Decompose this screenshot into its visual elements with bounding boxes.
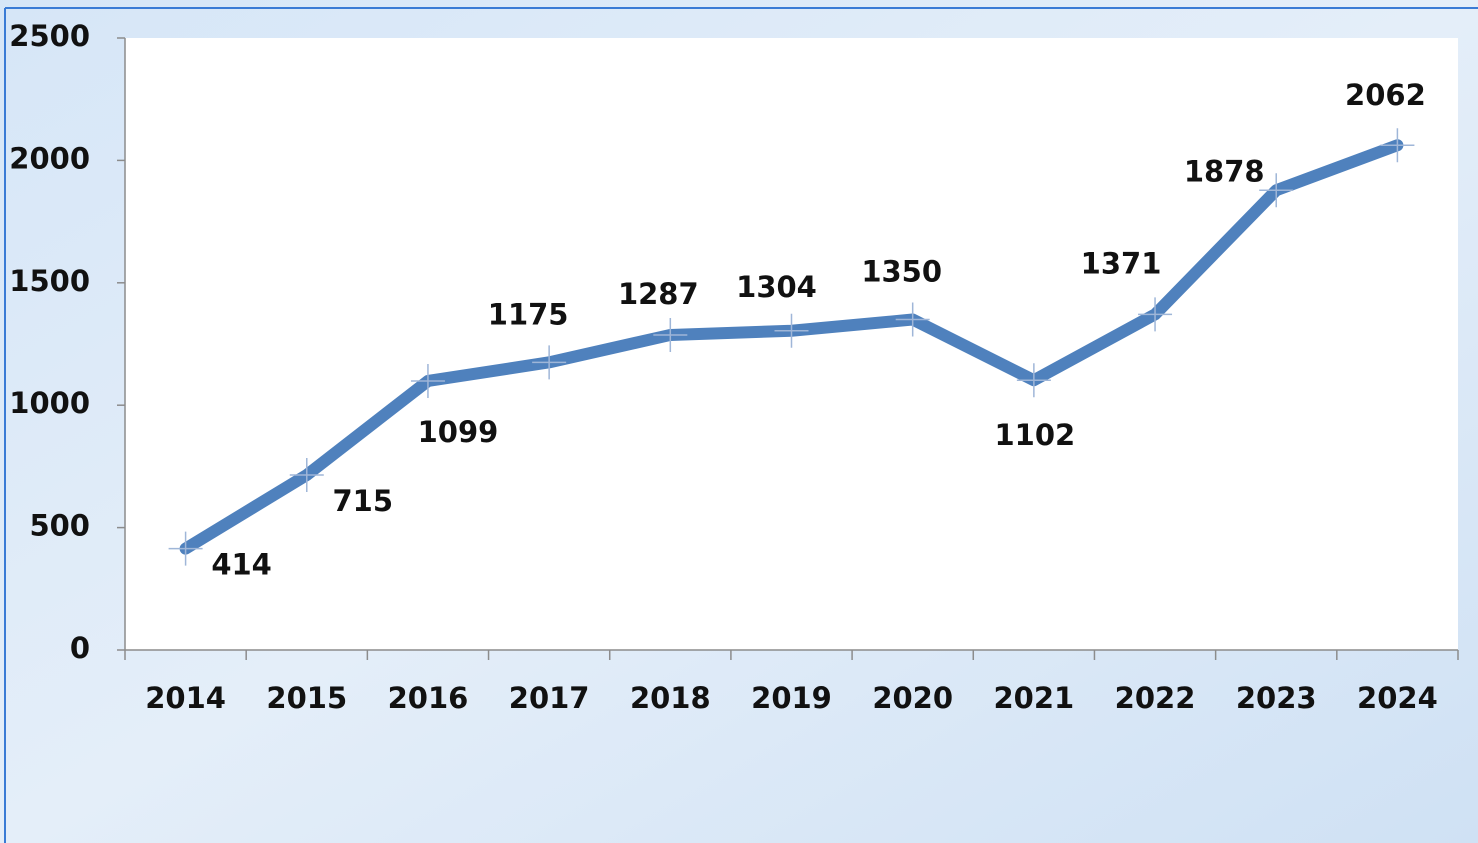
- x-tick-label: 2020: [872, 681, 953, 715]
- y-tick-label: 1000: [9, 386, 90, 420]
- point-marker: [1380, 128, 1415, 163]
- y-tick-label: 500: [29, 509, 90, 543]
- y-tick-label: 2500: [9, 19, 90, 53]
- data-label: 1878: [1184, 154, 1265, 188]
- x-tick-label: 2019: [751, 681, 832, 715]
- point-marker: [653, 317, 688, 352]
- y-tick-label: 1500: [9, 264, 90, 298]
- x-tick-label: 2017: [509, 681, 590, 715]
- data-label: 1304: [736, 270, 817, 304]
- data-label: 414: [211, 548, 272, 582]
- point-marker: [774, 313, 809, 348]
- point-marker: [1016, 363, 1051, 398]
- point-marker: [532, 345, 567, 380]
- data-label: 1371: [1081, 246, 1162, 280]
- data-label: 1102: [995, 418, 1076, 452]
- data-label: 1350: [861, 255, 942, 289]
- point-marker: [289, 457, 324, 492]
- y-tick-label: 0: [70, 631, 90, 665]
- x-tick-label: 2014: [145, 681, 226, 715]
- x-tick-label: 2023: [1236, 681, 1317, 715]
- point-marker: [410, 363, 445, 398]
- point-marker: [168, 531, 203, 566]
- point-marker: [1138, 297, 1173, 332]
- x-tick-label: 2021: [994, 681, 1075, 715]
- data-label: 1175: [488, 297, 569, 331]
- data-label: 1287: [618, 277, 699, 311]
- data-label: 2062: [1345, 78, 1426, 112]
- x-tick-label: 2022: [1115, 681, 1196, 715]
- data-label: 1099: [418, 415, 499, 449]
- x-tick-label: 2018: [630, 681, 711, 715]
- data-label: 715: [332, 484, 393, 518]
- y-tick-label: 2000: [9, 141, 90, 175]
- x-tick-label: 2024: [1357, 681, 1438, 715]
- point-marker: [1259, 173, 1294, 208]
- point-marker: [895, 302, 930, 337]
- x-tick-label: 2015: [266, 681, 347, 715]
- x-tick-label: 2016: [388, 681, 469, 715]
